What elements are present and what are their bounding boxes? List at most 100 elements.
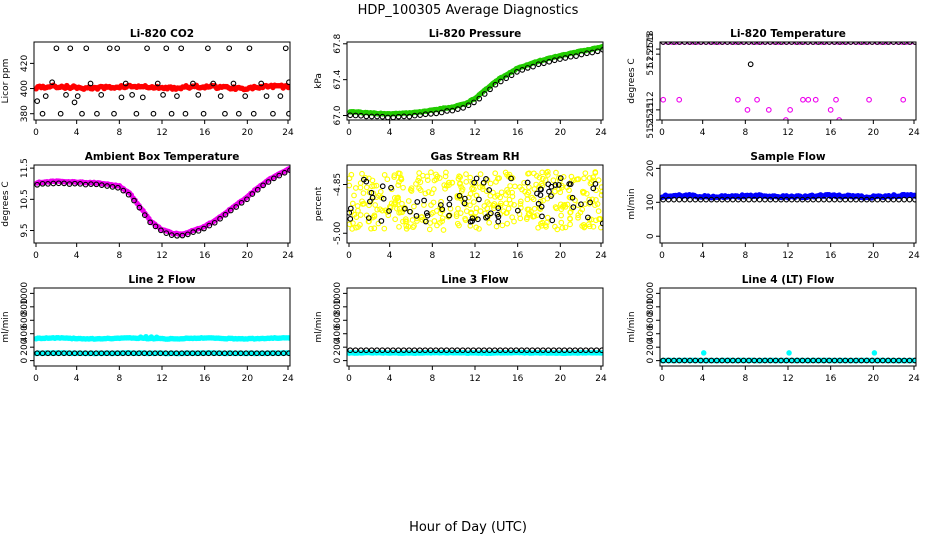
- point-line3-black: [550, 347, 557, 354]
- point-boxtemp-black: [66, 181, 73, 187]
- xtick-label-line4: 20: [868, 374, 880, 384]
- point-line4-black: [724, 357, 731, 364]
- ytick-label-licortemp: 51.2512: [646, 91, 656, 128]
- point-rh-yellow: [558, 212, 564, 219]
- point-rh-yellow: [397, 209, 404, 216]
- point-line4-black: [729, 357, 736, 364]
- point-sampleflow-black: [751, 196, 758, 203]
- point-line3-black: [459, 347, 466, 354]
- point-co2-black: [205, 45, 211, 52]
- point-rh-yellow: [530, 196, 537, 203]
- point-rh-yellow: [411, 203, 417, 210]
- point-line2-black: [211, 350, 217, 357]
- point-rh-yellow: [359, 201, 366, 207]
- point-rh-yellow: [522, 188, 528, 195]
- point-sampleflow-black: [778, 196, 784, 203]
- point-line3-black: [508, 347, 514, 354]
- point-rh-yellow: [567, 194, 574, 201]
- ytick-label-line4: 200: [646, 338, 656, 355]
- xtick-label-rh: 24: [595, 251, 607, 261]
- point-rh-yellow: [556, 186, 562, 192]
- point-line4-black: [794, 357, 800, 364]
- panel-ylabel-line3: ml/min: [314, 311, 324, 342]
- point-line2-black: [168, 350, 174, 357]
- point-line2-black: [103, 350, 110, 357]
- point-rh-yellow: [507, 183, 513, 189]
- point-rh-yellow: [511, 201, 517, 208]
- point-sampleflow-black: [831, 196, 838, 203]
- point-pressure-black: [492, 81, 499, 88]
- point-line3-black: [454, 347, 461, 354]
- point-pressure-black: [465, 102, 472, 109]
- point-rh-black: [462, 195, 468, 202]
- point-rh-yellow: [443, 169, 449, 176]
- panel-title-rh: Gas Stream RH: [430, 151, 519, 163]
- point-rh-yellow: [395, 182, 402, 188]
- point-line3-black: [449, 347, 455, 354]
- point-line4-black: [767, 357, 774, 364]
- xtick-label-line4: 0: [659, 374, 665, 384]
- point-rh-yellow: [598, 192, 603, 198]
- point-line2-cyan-high: [143, 334, 149, 340]
- point-pressure-black: [347, 112, 354, 119]
- point-line3-black: [422, 347, 429, 354]
- panel-data-line2: [34, 334, 290, 357]
- point-co2-black: [163, 45, 170, 52]
- point-sampleflow-black: [671, 196, 677, 203]
- point-rh-yellow: [502, 192, 509, 198]
- point-rh-yellow: [405, 198, 412, 204]
- xtick-label-line3: 8: [429, 374, 435, 384]
- point-rh-black: [423, 218, 429, 225]
- point-rh-yellow: [430, 186, 437, 192]
- panel-pressure: Li-820 Pressure kPa 0 4 8 12 16 20 24 67.0 67.4 67.…: [314, 28, 607, 138]
- point-line4-black: [885, 357, 892, 364]
- panel-frame-co2: [33, 41, 291, 121]
- point-rh-yellow: [357, 221, 363, 228]
- ytick-label-pressure: 67.8: [333, 34, 343, 54]
- point-rh-black: [495, 218, 502, 225]
- point-sampleflow-black: [869, 196, 875, 203]
- point-pressure-black: [562, 55, 569, 61]
- point-boxtemp-black: [39, 180, 46, 187]
- point-boxtemp-black: [82, 181, 89, 188]
- point-line4-black: [703, 357, 709, 364]
- xtick-label-licortemp: 12: [782, 128, 793, 138]
- point-rh-yellow: [470, 186, 477, 193]
- point-rh-black: [475, 216, 481, 223]
- point-pressure-black: [476, 95, 483, 102]
- point-rh-yellow: [462, 215, 468, 222]
- point-co2-black: [49, 79, 55, 86]
- point-pressure-black: [433, 110, 440, 117]
- point-licortemp-magenta-low: [827, 107, 834, 113]
- point-line4-black: [751, 357, 758, 364]
- point-rh-yellow: [463, 171, 469, 177]
- xtick-label-line4: 16: [825, 374, 837, 384]
- point-line4-cyan: [786, 350, 792, 356]
- panel-line3: Line 3 Flow ml/min 0 4 8 12 16 20 24 0 20040060080…: [314, 274, 607, 384]
- point-boxtemp-black: [93, 181, 100, 188]
- xtick-label-line2: 0: [33, 374, 39, 384]
- point-line4-black: [804, 357, 811, 364]
- point-boxtemp-black: [249, 191, 256, 197]
- point-boxtemp-black: [201, 225, 207, 232]
- point-boxtemp-black: [260, 182, 266, 189]
- point-sampleflow-black: [746, 196, 752, 203]
- point-co2-black: [63, 91, 69, 98]
- point-line2-black: [270, 350, 276, 357]
- ytick-label-line4: 400: [646, 325, 656, 342]
- ytick-label-line3: 1000: [333, 282, 343, 305]
- point-rh-yellow: [573, 176, 580, 183]
- point-licortemp-magenta-low: [744, 107, 751, 113]
- point-sampleflow-black: [703, 196, 709, 203]
- point-line3-black: [406, 347, 412, 354]
- point-rh-yellow: [456, 181, 463, 187]
- point-line2-black: [82, 350, 89, 357]
- point-co2-dense: [135, 83, 142, 89]
- point-co2-black: [242, 93, 249, 99]
- point-rh-black: [569, 194, 576, 201]
- point-sampleflow-black: [708, 196, 715, 203]
- point-sampleflow-black: [783, 196, 790, 203]
- point-co2-black: [246, 45, 253, 52]
- point-line3-black: [513, 347, 520, 354]
- point-boxtemp-black: [50, 180, 57, 187]
